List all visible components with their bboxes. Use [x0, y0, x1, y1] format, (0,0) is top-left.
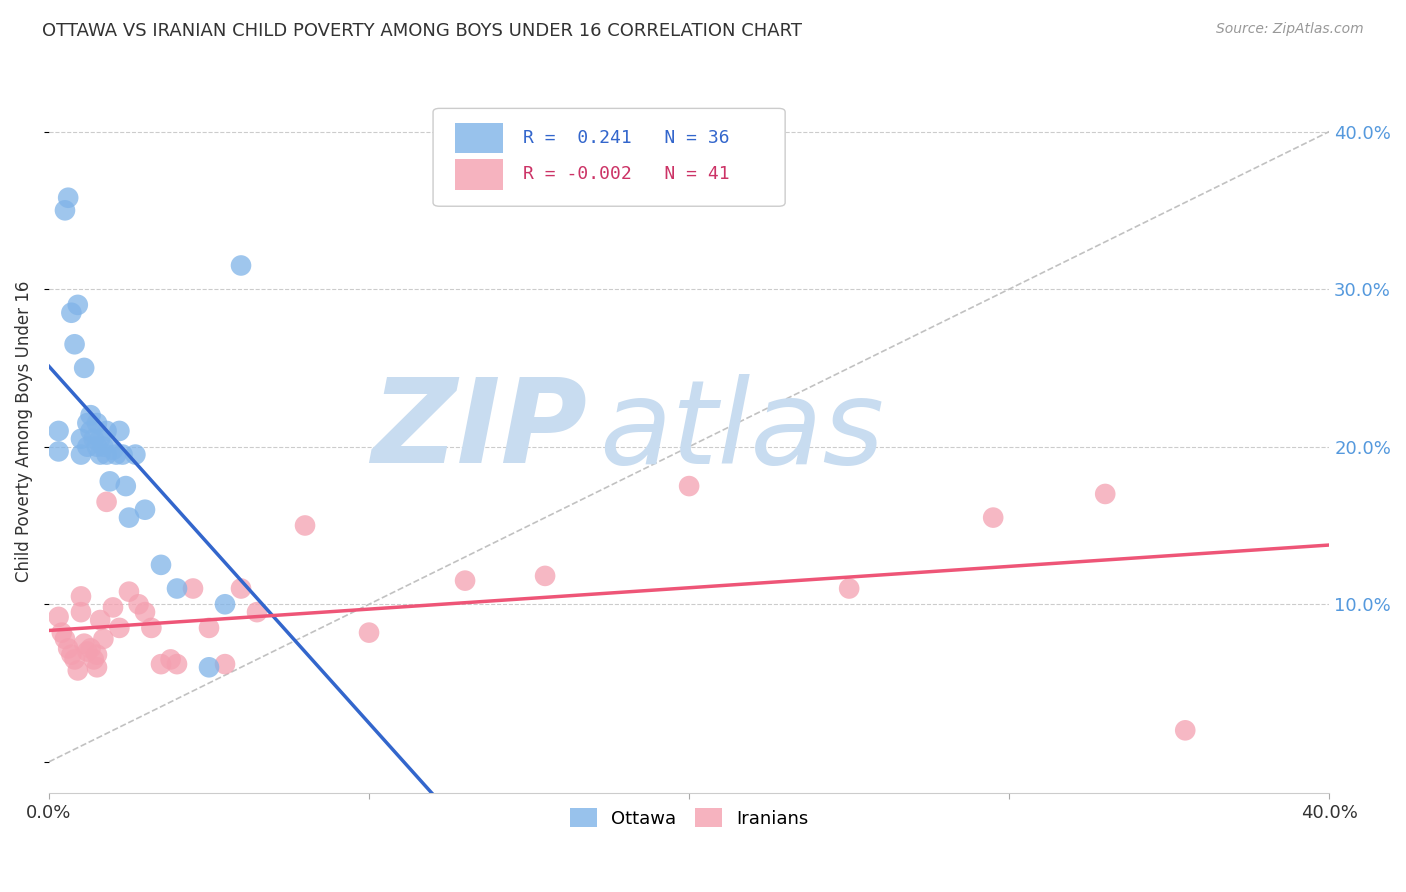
Point	[124, 448, 146, 462]
FancyBboxPatch shape	[433, 109, 785, 206]
Point	[66, 664, 89, 678]
Text: ZIP: ZIP	[371, 374, 586, 489]
Point	[166, 657, 188, 672]
Point	[76, 644, 98, 658]
Point	[229, 582, 252, 596]
Point	[150, 558, 173, 572]
Point	[181, 582, 204, 596]
Point	[76, 416, 98, 430]
Point	[981, 510, 1004, 524]
Point	[108, 621, 131, 635]
Point	[93, 632, 115, 646]
Point	[198, 660, 221, 674]
Point	[111, 448, 134, 462]
Point	[96, 424, 118, 438]
Point	[198, 621, 221, 635]
Point	[73, 637, 96, 651]
Point	[48, 444, 70, 458]
Point	[93, 440, 115, 454]
Point	[53, 203, 76, 218]
Point	[60, 306, 83, 320]
Point	[70, 448, 93, 462]
FancyBboxPatch shape	[454, 159, 503, 190]
Point	[89, 613, 111, 627]
Point	[60, 648, 83, 662]
Point	[166, 582, 188, 596]
Point	[214, 597, 236, 611]
Point	[1094, 487, 1116, 501]
Point	[66, 298, 89, 312]
Point	[101, 442, 124, 457]
Point	[86, 416, 108, 430]
Point	[101, 600, 124, 615]
FancyBboxPatch shape	[454, 123, 503, 153]
Point	[150, 657, 173, 672]
Point	[86, 648, 108, 662]
Point	[83, 652, 105, 666]
Point	[48, 610, 70, 624]
Point	[56, 191, 79, 205]
Point	[86, 440, 108, 454]
Point	[53, 632, 76, 646]
Point	[229, 259, 252, 273]
Point	[70, 605, 93, 619]
Point	[96, 448, 118, 462]
Point	[73, 360, 96, 375]
Point	[246, 605, 269, 619]
Point	[89, 432, 111, 446]
Text: OTTAWA VS IRANIAN CHILD POVERTY AMONG BOYS UNDER 16 CORRELATION CHART: OTTAWA VS IRANIAN CHILD POVERTY AMONG BO…	[42, 22, 803, 40]
Point	[76, 440, 98, 454]
Point	[56, 641, 79, 656]
Point	[83, 432, 105, 446]
Point	[51, 625, 73, 640]
Point	[357, 625, 380, 640]
Point	[159, 652, 181, 666]
Point	[63, 652, 86, 666]
Point	[79, 408, 101, 422]
Point	[678, 479, 700, 493]
Point	[98, 475, 121, 489]
Point	[838, 582, 860, 596]
Point	[105, 448, 128, 462]
Point	[114, 479, 136, 493]
Point	[534, 569, 557, 583]
Point	[454, 574, 477, 588]
Y-axis label: Child Poverty Among Boys Under 16: Child Poverty Among Boys Under 16	[15, 280, 32, 582]
Text: R = -0.002   N = 41: R = -0.002 N = 41	[523, 165, 730, 184]
Point	[70, 432, 93, 446]
Point	[214, 657, 236, 672]
Point	[89, 448, 111, 462]
Point	[118, 584, 141, 599]
Point	[128, 597, 150, 611]
Text: Source: ZipAtlas.com: Source: ZipAtlas.com	[1216, 22, 1364, 37]
Point	[118, 510, 141, 524]
Point	[294, 518, 316, 533]
Point	[96, 495, 118, 509]
Legend: Ottawa, Iranians: Ottawa, Iranians	[562, 801, 815, 835]
Text: R =  0.241   N = 36: R = 0.241 N = 36	[523, 129, 730, 147]
Point	[63, 337, 86, 351]
Text: atlas: atlas	[599, 374, 884, 488]
Point	[48, 424, 70, 438]
Point	[79, 641, 101, 656]
Point	[108, 424, 131, 438]
Point	[70, 590, 93, 604]
Point	[86, 660, 108, 674]
Point	[79, 424, 101, 438]
Point	[134, 502, 156, 516]
Point	[141, 621, 163, 635]
Point	[134, 605, 156, 619]
Point	[1174, 723, 1197, 738]
